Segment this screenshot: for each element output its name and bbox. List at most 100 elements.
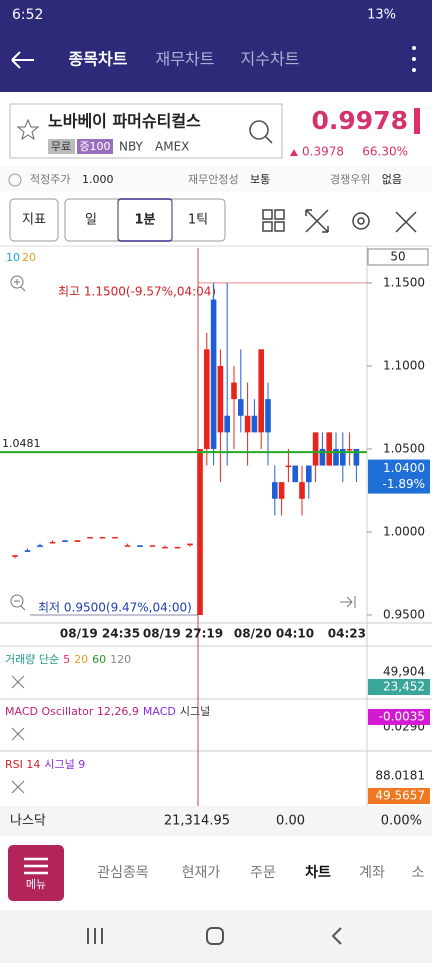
pane-value: 88.0181 — [375, 769, 425, 783]
pane-title: 120 — [110, 653, 131, 666]
last-price-box — [368, 459, 430, 494]
more-dot[interactable] — [412, 57, 416, 61]
nav-tab[interactable]: 관심종목 — [97, 865, 149, 881]
info-bg — [0, 166, 432, 192]
ticker: NBY — [119, 140, 144, 154]
candle-body — [74, 540, 81, 542]
pane-close[interactable] — [11, 675, 25, 689]
tag-bg — [48, 139, 75, 154]
period[interactable]: 1분 — [134, 213, 155, 228]
pane-value-box — [368, 788, 430, 804]
info-value: 없음 — [382, 173, 402, 186]
candle-body — [231, 382, 237, 400]
tag-bg — [77, 139, 113, 154]
exchange: AMEX — [155, 140, 189, 154]
high-label: 최고 1.1500(-9.57%,04:04) — [58, 284, 216, 298]
change: 0.3978 — [302, 145, 344, 159]
indicator-button[interactable] — [9, 198, 59, 242]
pane-close[interactable] — [11, 780, 25, 794]
x-tick-label: 04:23 — [328, 627, 366, 641]
candle-body — [99, 536, 106, 539]
nav-tab[interactable]: 현재가 — [182, 865, 221, 881]
header-tab[interactable]: 지수차트 — [241, 50, 300, 69]
candle-body — [24, 550, 31, 552]
candle-body — [238, 399, 244, 416]
search-icon — [265, 136, 273, 144]
count-box-label: 50 — [390, 250, 405, 264]
pane-current: -0.0035 — [379, 710, 425, 724]
nav-tab[interactable]: 차트 — [305, 865, 331, 881]
y-tick-label: 1.1500 — [383, 275, 425, 289]
more-dot[interactable] — [412, 46, 416, 50]
pane-value: 49,904 — [383, 665, 425, 679]
candle-body — [162, 546, 168, 549]
tag: 무료 — [51, 140, 71, 153]
candle-body — [244, 415, 251, 433]
period[interactable]: 일 — [85, 213, 97, 228]
market-change-pct: 0.00% — [381, 814, 422, 829]
candle-body — [174, 546, 181, 549]
candle-body — [340, 448, 346, 466]
candle-body — [251, 415, 258, 433]
header-bg — [0, 0, 432, 92]
info-label: 경쟁우위 — [330, 173, 370, 186]
recents-button[interactable] — [87, 928, 103, 944]
back-nav-button[interactable] — [331, 927, 342, 945]
header-tab[interactable]: 재무차트 — [156, 50, 215, 69]
tool-icons[interactable] — [262, 209, 417, 233]
home-button[interactable] — [206, 927, 224, 945]
pane-title: 시그널 — [180, 705, 210, 718]
candle-body — [49, 541, 56, 544]
pane-title: RSI 14 — [5, 758, 40, 771]
nav-tab[interactable]: 계좌 — [359, 865, 385, 881]
zoom-icons[interactable] — [10, 275, 356, 611]
status-time: 6:52 — [12, 7, 43, 23]
info-label: 적정주가 — [30, 173, 70, 186]
ma-legend: 10 — [6, 251, 20, 264]
pane-title: MACD Oscillator 12,26,9 — [5, 705, 139, 718]
header-tab[interactable]: 종목차트 — [69, 50, 128, 69]
last-change: -1.89% — [383, 477, 425, 491]
market-change: 0.00 — [276, 814, 305, 829]
pane-title: 시그널 9 — [44, 758, 85, 771]
candle-body — [210, 299, 217, 449]
price: 0.9978 — [312, 106, 408, 135]
x-tick-label: 08/19 27:19 — [143, 627, 223, 641]
last-price: 1.0400 — [383, 461, 425, 475]
up-arrow — [290, 149, 298, 156]
nav-tab[interactable]: 주문 — [250, 865, 276, 881]
candle-body — [265, 399, 271, 433]
count-box[interactable] — [367, 248, 429, 266]
nav-tab[interactable]: 소 — [412, 865, 425, 881]
pane-title: 5 — [63, 653, 70, 666]
candle-body — [326, 432, 332, 466]
back-button[interactable] — [11, 51, 34, 69]
search-icon[interactable] — [249, 120, 269, 140]
y-tick-label: 1.0000 — [383, 524, 425, 538]
y-tick-label: 0.9500 — [383, 607, 425, 621]
pane-value-box — [368, 679, 430, 695]
candle-body — [62, 540, 68, 542]
star-icon[interactable] — [16, 118, 40, 141]
candle-body — [292, 465, 298, 483]
candle-body — [258, 349, 264, 433]
y-tick-label: 1.1000 — [383, 358, 425, 372]
more-dot[interactable] — [412, 68, 416, 72]
x-tick-label: 08/19 24:35 — [60, 627, 140, 641]
pane-close[interactable] — [11, 727, 25, 741]
help-icon — [8, 173, 22, 187]
price-bar — [414, 108, 420, 134]
candle-body — [37, 545, 43, 547]
candle-body — [12, 555, 18, 557]
candle-body — [312, 432, 319, 466]
candle-body — [306, 465, 312, 483]
ma-legend: 20 — [22, 251, 36, 264]
indicator-label: 지표 — [22, 213, 46, 228]
candle-body — [124, 545, 131, 547]
period[interactable]: 1틱 — [188, 213, 208, 228]
pane-title: 60 — [92, 653, 106, 666]
candle-body — [197, 448, 203, 615]
pane-current: 23,452 — [383, 680, 425, 694]
x-tick-label: 08/20 04:10 — [234, 627, 314, 641]
